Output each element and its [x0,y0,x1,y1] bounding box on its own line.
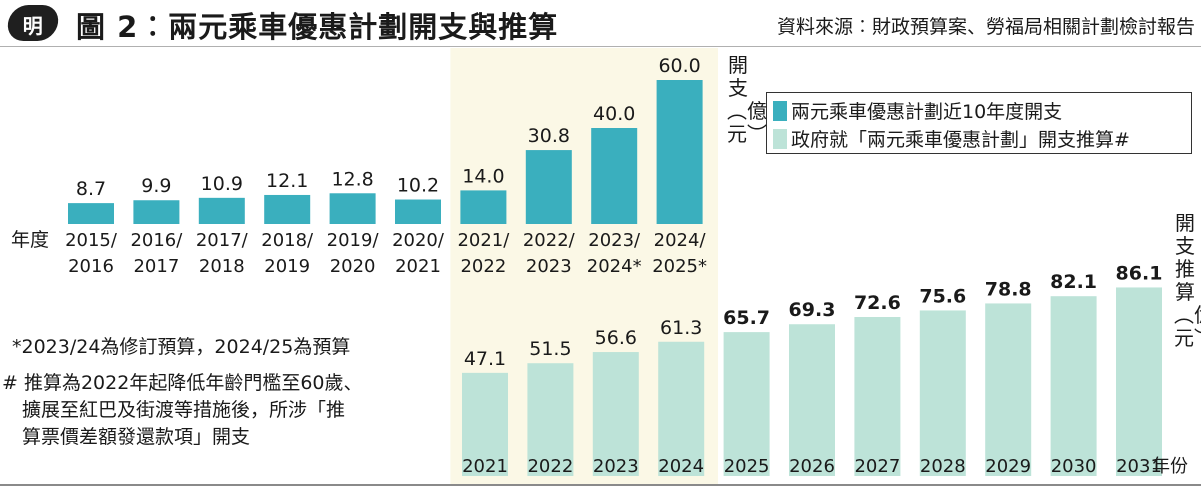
bottom-divider [0,484,1201,486]
expenditure-bar-9 [656,80,703,224]
fiscal-year-tick-4-0: 2019/ [327,230,380,251]
expenditure-value-label-0: 8.7 [76,178,106,200]
note-projection-line2: 擴展至紅巴及街渡等措施後，所涉「推 [22,399,346,421]
fiscal-year-tick-9-0: 2024/ [654,230,707,251]
fiscal-year-tick-6-0: 2021/ [457,230,510,251]
expenditure-bar-8 [591,128,638,224]
projection-bar-5 [789,324,835,476]
legend-label-projection: 政府就「兩元乘車優惠計劃」開支推算# [791,129,1130,151]
projection-value-label-0: 47.1 [464,348,506,370]
expenditure-value-label-4: 12.8 [331,168,373,190]
projection-value-label-5: 69.3 [789,299,836,321]
fiscal-year-tick-0-1: 2016 [68,256,114,277]
fiscal-year-tick-6-1: 2022 [460,256,506,277]
header-divider [0,46,1201,47]
projection-bar-1 [527,363,574,476]
bottom-unit-label: 開支推算︵億元︶ [1174,211,1201,350]
fiscal-year-tick-5-1: 2021 [395,256,441,277]
projection-value-label-3: 61.3 [660,317,702,339]
expenditure-value-label-2: 10.9 [201,173,243,195]
fiscal-year-tick-7-0: 2022/ [523,230,576,251]
legend-item-expenditure: 兩元乘車優惠計劃近10年度開支 [773,97,1062,123]
legend-swatch-projection [773,129,787,149]
source-note: 資料來源︰財政預算案、勞福局相關計劃檢討報告 [776,16,1195,38]
fiscal-year-tick-1-1: 2017 [133,256,179,277]
projection-bar-8 [985,303,1032,476]
projection-value-label-10: 86.1 [1116,262,1163,284]
year-tick-5: 2026 [789,456,835,477]
note-projection-line3: 算票價差額發還款項」開支 [22,426,251,448]
fiscal-year-tick-0-0: 2015/ [65,230,118,251]
fiscal-year-tick-4-1: 2020 [330,256,376,277]
projection-value-label-4: 65.7 [723,307,770,329]
projection-value-label-6: 72.6 [854,292,901,314]
fiscal-year-tick-5-0: 2020/ [392,230,445,251]
legend-item-projection: 政府就「兩元乘車優惠計劃」開支推算# [773,125,1130,151]
year-tick-4: 2025 [724,456,770,477]
fiscal-year-tick-2-1: 2018 [199,256,245,277]
projection-bar-6 [854,317,901,476]
projection-value-label-8: 78.8 [985,278,1032,300]
fiscal-year-tick-2-0: 2017/ [196,230,249,251]
projection-value-label-2: 56.6 [595,327,637,349]
projection-bar-7 [919,310,966,476]
header: 明 圖 2︰兩元乘車優惠計劃開支與推算 資料來源︰財政預算案、勞福局相關計劃檢討… [0,0,1201,46]
expenditure-bar-7 [525,150,572,224]
fiscal-year-tick-7-1: 2023 [526,256,572,277]
fiscal-year-tick-8-0: 2023/ [588,230,641,251]
note-revised-budget: *2023/24為修訂預算，2024/25為預算 [12,336,351,358]
expenditure-bar-6 [460,190,507,224]
fiscal-year-tick-9-1: 2025* [652,256,707,277]
expenditure-bar-4 [329,193,376,224]
year-tick-6: 2027 [854,456,900,477]
expenditure-value-label-8: 40.0 [593,103,635,125]
year-tick-10: 2031 [1116,456,1162,477]
projection-bar-10 [1116,287,1162,476]
projection-bar-2 [592,352,639,476]
year-tick-2: 2023 [593,456,639,477]
fiscal-year-tick-3-1: 2019 [264,256,310,277]
fiscal-year-tick-8-1: 2024* [587,256,642,277]
chart-title: 圖 2︰兩元乘車優惠計劃開支與推算 [76,10,559,44]
projection-value-label-7: 75.6 [919,285,966,307]
expenditure-value-label-3: 12.1 [266,170,308,192]
fiscal-year-tick-3-0: 2018/ [261,230,314,251]
expenditure-value-label-9: 60.0 [658,55,700,77]
fiscal-year-tick-1-0: 2016/ [130,230,183,251]
projection-bar-4 [723,332,770,476]
expenditure-value-label-6: 14.0 [462,165,504,187]
expenditure-bar-0 [68,203,114,224]
year-tick-0: 2021 [462,456,508,477]
projection-value-label-1: 51.5 [529,338,571,360]
year-tick-8: 2029 [985,456,1031,477]
year-tick-3: 2024 [658,456,704,477]
top-unit-label: 開支︵億元︶ [727,53,767,146]
projection-bar-3 [658,341,705,476]
expenditure-value-label-7: 30.8 [528,125,570,147]
year-tick-7: 2028 [920,456,966,477]
expenditure-bar-5 [395,199,441,224]
expenditure-bar-1 [133,200,180,224]
expenditure-bar-3 [264,194,311,224]
expenditure-value-label-5: 10.2 [397,175,439,197]
legend-swatch-expenditure [773,101,787,121]
projection-bar-0 [462,372,508,476]
projection-value-label-9: 82.1 [1050,271,1097,293]
year-tick-1: 2022 [527,456,573,477]
expenditure-value-label-1: 9.9 [141,175,171,197]
legend-label-expenditure: 兩元乘車優惠計劃近10年度開支 [791,101,1063,123]
top-year-axis-label: 年度 [11,229,49,251]
bottom-year-axis-label: 年份 [1152,456,1188,477]
note-projection-line1: # 推算為2022年起降低年齡門檻至60歲、 [2,372,363,394]
expenditure-bar-2 [198,197,245,224]
legend: 兩元乘車優惠計劃近10年度開支 政府就「兩元乘車優惠計劃」開支推算# [766,92,1192,154]
year-tick-9: 2030 [1051,456,1097,477]
projection-bar-9 [1050,296,1097,476]
